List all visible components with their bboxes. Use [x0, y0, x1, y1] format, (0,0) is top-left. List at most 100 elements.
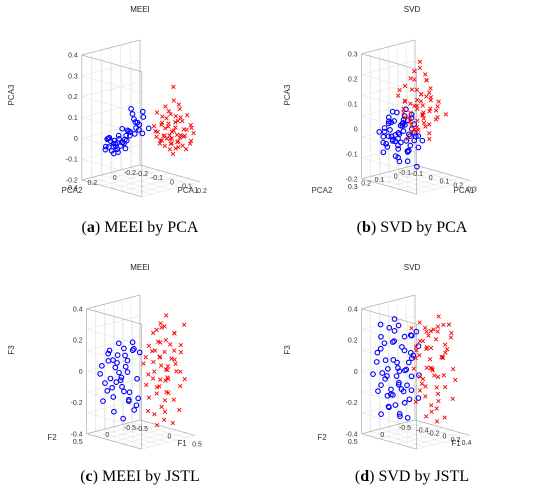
data-point-cross — [177, 106, 182, 112]
data-point-cross — [450, 396, 455, 402]
data-point-cross — [157, 384, 162, 389]
caption-b-letter: b — [362, 219, 371, 236]
data-point-cross — [178, 383, 183, 389]
data-point-circle — [385, 133, 392, 140]
x-tick-label: -0.2 — [136, 171, 148, 178]
data-point-cross — [417, 388, 423, 393]
data-point-circle — [415, 133, 422, 139]
data-point-cross — [402, 115, 408, 120]
data-point-circle — [380, 133, 387, 140]
gridline — [416, 180, 471, 195]
data-point-circle — [119, 383, 125, 390]
data-point-circle — [127, 132, 133, 139]
data-point-circle — [389, 339, 396, 345]
data-point-cross — [152, 369, 157, 374]
x-tick-label: 0.5 — [192, 441, 202, 448]
x-tick-label: 0.4 — [462, 440, 472, 447]
data-point-circle — [392, 138, 399, 145]
z-tick-label: 0.3 — [68, 73, 78, 80]
panel-a-ylabel: PCA2 — [62, 186, 83, 195]
data-point-cross — [421, 120, 427, 126]
data-point-circle — [382, 376, 389, 382]
data-point-circle — [139, 130, 146, 137]
data-point-cross — [159, 325, 164, 330]
data-point-cross — [173, 146, 178, 151]
data-point-circle — [124, 357, 131, 364]
data-point-cross — [429, 403, 434, 408]
data-point-cross — [162, 133, 167, 138]
x-tick-label: 0.3 — [467, 186, 477, 193]
box-edge — [361, 178, 417, 195]
data-point-cross — [409, 326, 414, 331]
data-point-cross — [162, 349, 167, 355]
data-point-cross — [158, 321, 163, 326]
data-point-cross — [417, 65, 423, 71]
y-tick-label: -0.2 — [124, 170, 136, 177]
data-point-cross — [431, 327, 436, 332]
box-edge — [81, 179, 142, 198]
data-point-circle — [380, 149, 387, 156]
data-point-cross — [434, 385, 439, 390]
data-point-circle — [412, 133, 419, 140]
data-point-cross — [172, 120, 178, 125]
y-tick-label: 0 — [394, 173, 398, 180]
data-point-cross — [422, 325, 428, 331]
data-point-cross — [430, 366, 435, 371]
data-point-circle — [401, 333, 408, 340]
data-point-circle — [385, 366, 391, 372]
data-point-circle — [377, 321, 384, 328]
data-point-cross — [154, 134, 159, 140]
data-point-circle — [131, 346, 137, 352]
data-point-circle — [407, 142, 414, 149]
x-tick-label: 0 — [443, 434, 447, 441]
data-point-cross — [178, 350, 184, 355]
z-tick-label: 0.1 — [348, 101, 358, 108]
data-point-circle — [379, 370, 386, 376]
data-point-cross — [170, 420, 176, 426]
data-point-circle — [100, 398, 106, 404]
data-point-cross — [417, 59, 423, 64]
y-tick-label: 0 — [113, 175, 117, 182]
data-point-circle — [117, 377, 124, 383]
data-point-cross — [395, 93, 401, 98]
data-point-cross — [182, 133, 187, 139]
data-point-cross — [414, 103, 420, 109]
panel-c: MEEI -0.500.5-0.500.5-0.4-0.200.20.4 F1 … — [7, 263, 202, 485]
data-point-cross — [162, 409, 168, 414]
panel-b-zlabel: PCA3 — [283, 84, 292, 105]
x-tick-label: -0.2 — [427, 431, 439, 438]
data-point-cross — [150, 376, 156, 381]
data-point-circle — [385, 114, 392, 121]
data-point-cross — [183, 147, 189, 152]
data-point-cross — [443, 112, 449, 117]
data-point-circle — [382, 357, 389, 364]
caption-c-text: MEEI by JSTL — [102, 468, 200, 485]
y-tick-label: -0.1 — [399, 170, 411, 177]
data-point-circle — [106, 144, 112, 150]
x-axis — [139, 419, 196, 436]
y-axis — [81, 164, 141, 181]
data-point-circle — [386, 118, 392, 125]
data-point-cross — [397, 87, 402, 93]
data-point-cross — [169, 356, 174, 361]
data-point-cross — [178, 115, 183, 120]
data-point-cross — [419, 381, 425, 386]
data-point-circle — [145, 125, 152, 132]
data-point-cross — [413, 355, 418, 361]
data-point-cross — [432, 373, 437, 378]
data-point-cross — [435, 104, 440, 109]
data-point-cross — [163, 337, 169, 343]
caption-b: (b) SVD by PCA — [357, 219, 468, 236]
caption-b-text: SVD by PCA — [380, 219, 468, 236]
z-tick-label: -0.4 — [346, 431, 358, 438]
data-point-cross — [191, 130, 196, 136]
data-point-cross — [167, 133, 172, 138]
data-point-cross — [187, 141, 193, 146]
data-point-cross — [159, 404, 164, 410]
data-point-circle — [394, 109, 400, 116]
data-point-circle — [404, 158, 411, 165]
z-tick-label: -0.2 — [346, 400, 358, 407]
data-point-circle — [384, 144, 391, 150]
box-edge — [361, 39, 416, 55]
data-point-circle — [136, 349, 143, 356]
